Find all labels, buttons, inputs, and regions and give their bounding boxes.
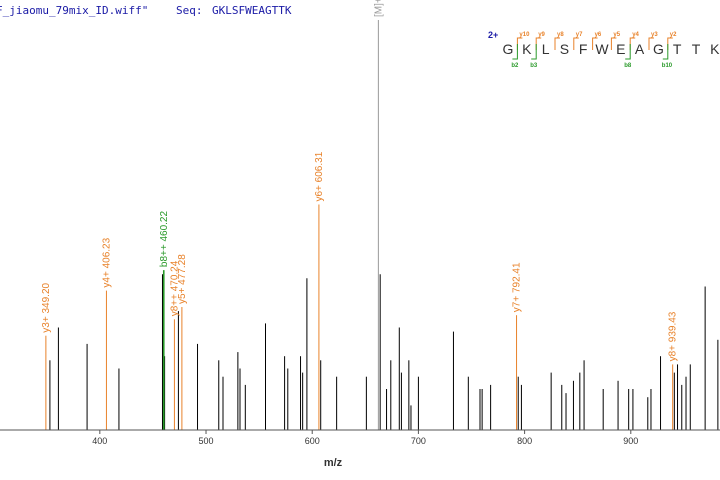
x-axis: 400 500 600 700 800 900 m/z bbox=[0, 429, 720, 469]
y-ion-mark bbox=[554, 37, 560, 50]
x-tick-label: 800 bbox=[517, 436, 532, 446]
x-axis-title: m/z bbox=[324, 457, 343, 469]
x-tick-label: 900 bbox=[623, 436, 638, 446]
x-tick-label: 700 bbox=[411, 436, 426, 446]
y-ion-label: y10 bbox=[519, 32, 530, 38]
b-ion-mark bbox=[512, 44, 518, 60]
peak-label: [M]++ 662.3 bbox=[373, 0, 384, 17]
sequence-residue: T bbox=[673, 41, 682, 57]
y-ion-mark bbox=[610, 37, 617, 50]
y-ion-label: y9 bbox=[538, 32, 545, 38]
sequence-residue: K bbox=[710, 41, 720, 57]
peak-label: b8++ 460.22 bbox=[159, 210, 170, 267]
header-seq-value: GKLSFWEAGTTK bbox=[212, 4, 292, 17]
sequence-residue: A bbox=[635, 41, 645, 57]
sequence-residue: T bbox=[692, 41, 701, 57]
sequence-residue: W bbox=[595, 41, 609, 57]
b-ion-label: b2 bbox=[511, 63, 519, 69]
header-filename: F_jiaomu_79mix_ID.wiff" bbox=[0, 4, 148, 17]
peak-label: y3+ 349.20 bbox=[41, 282, 52, 332]
peak-label: y6+ 606.31 bbox=[314, 151, 325, 201]
y-ion-mark bbox=[535, 37, 542, 50]
peak-label: y4+ 406.23 bbox=[101, 237, 112, 287]
x-tick-label: 600 bbox=[305, 436, 320, 446]
b-ion-mark bbox=[625, 44, 631, 60]
peak-label: y8++ 470.24 bbox=[169, 260, 180, 316]
b-ion-label: b3 bbox=[530, 63, 538, 69]
sequence-residue: G bbox=[503, 41, 514, 57]
peak-label: y7+ 792.41 bbox=[512, 262, 523, 312]
y-ion-label: y8 bbox=[557, 32, 564, 38]
sequence-residue: G bbox=[653, 41, 664, 57]
y-ion-label: y6 bbox=[595, 32, 602, 38]
header-seq-prefix: Seq: bbox=[176, 4, 203, 17]
y-ion-label: y2 bbox=[670, 32, 677, 38]
sequence-residue: S bbox=[560, 41, 569, 57]
b-ion-mark bbox=[662, 44, 669, 60]
sequence-residue: F bbox=[579, 41, 588, 57]
y-ion-label: y4 bbox=[632, 32, 639, 38]
x-tick-label: 500 bbox=[199, 436, 214, 446]
b-ion-label: b10 bbox=[662, 63, 673, 69]
charge-state: 2+ bbox=[488, 30, 498, 40]
y-ion-label: y7 bbox=[576, 32, 583, 38]
y-ion-mark bbox=[648, 37, 654, 50]
peak-label: y8+ 939.43 bbox=[668, 311, 679, 361]
y-ion-label: y3 bbox=[651, 32, 658, 38]
peak-label: y5+ 477.28 bbox=[177, 254, 188, 304]
b-ion-label: b8 bbox=[624, 63, 632, 69]
x-tick-label: 400 bbox=[92, 436, 107, 446]
y-ion-mark bbox=[592, 37, 598, 50]
y-ion-label: y5 bbox=[613, 32, 620, 38]
sequence-residue: E bbox=[616, 41, 625, 57]
sequence-residue: L bbox=[542, 41, 550, 57]
y-ion-mark bbox=[573, 37, 579, 50]
sequence-residue: K bbox=[522, 41, 532, 57]
b-ion-mark bbox=[531, 44, 537, 60]
peaks-layer bbox=[49, 274, 719, 430]
